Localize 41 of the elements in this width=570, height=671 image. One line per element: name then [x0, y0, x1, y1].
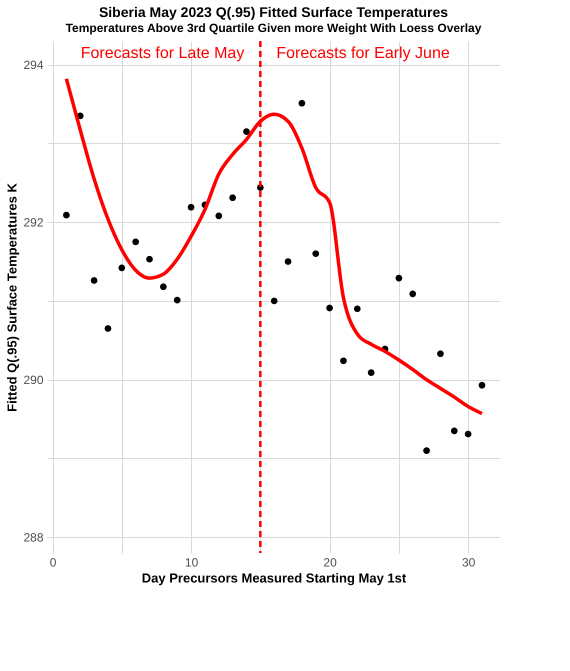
point	[270, 298, 278, 304]
x-axis-title: Day Precursors Measured Starting May 1st	[142, 570, 407, 586]
point	[215, 212, 222, 220]
annotation: Forecasts for Late May	[80, 45, 244, 62]
point	[243, 128, 250, 135]
point	[478, 382, 486, 389]
point	[450, 428, 458, 434]
annotation: Forecasts for Early June	[276, 45, 450, 62]
x-tick-label: 10	[184, 556, 199, 570]
y-tick-label: 290	[23, 373, 44, 388]
point	[229, 194, 236, 202]
point	[464, 430, 472, 438]
point	[396, 274, 402, 282]
chart-subtitle: Temperatures Above 3rd Quartile Given more Weight With Loess Overlay	[66, 20, 482, 35]
chart-title: Siberia May 2023 Q(.95) Fitted Surface Temperatures	[98, 4, 448, 20]
point	[63, 212, 70, 218]
x-tick-label: 30	[462, 556, 476, 570]
point	[284, 258, 292, 265]
x-tick-label: 0	[50, 556, 57, 570]
point	[423, 447, 430, 454]
point	[146, 256, 153, 263]
point	[90, 277, 98, 284]
y-tick-label: 288	[23, 530, 44, 545]
point	[340, 357, 347, 364]
point	[312, 250, 320, 258]
y-tick-label: 294	[23, 58, 44, 72]
point	[437, 350, 444, 358]
point	[368, 369, 375, 376]
point	[118, 264, 126, 272]
y-axis-title: Fitted Q(.95) Surface Temperatures K	[4, 182, 20, 412]
point	[188, 204, 194, 211]
x-tick-label: 20	[323, 556, 338, 570]
point	[298, 100, 306, 107]
y-tick-label: 292	[23, 216, 44, 230]
point	[409, 290, 416, 298]
point	[326, 304, 333, 312]
point	[174, 296, 181, 304]
point	[354, 305, 361, 312]
point	[132, 238, 140, 246]
point	[160, 283, 167, 290]
point	[104, 325, 112, 332]
